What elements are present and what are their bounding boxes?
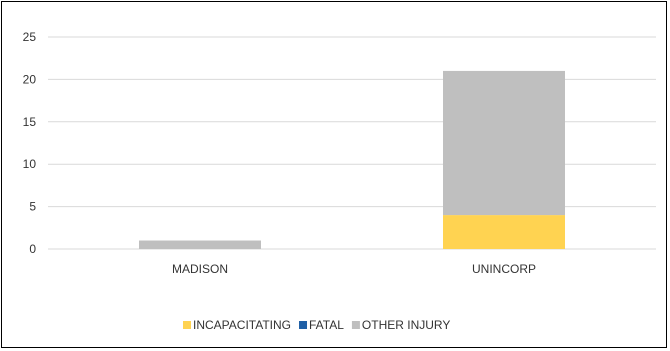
- legend: INCAPACITATING FATAL OTHER INJURY: [183, 318, 450, 332]
- legend-swatch: [299, 321, 308, 329]
- x-axis-category-labels: MADISON UNINCORP: [172, 262, 536, 276]
- bars: [139, 70, 565, 249]
- y-tick-label: 5: [29, 200, 36, 214]
- y-axis-tick-labels: 0 5 10 15 20 25: [23, 30, 37, 256]
- bar-other-injury: [443, 70, 565, 216]
- y-tick-label: 20: [23, 72, 37, 86]
- x-category-label: UNINCORP: [472, 262, 536, 276]
- y-tick-label: 15: [23, 115, 37, 129]
- legend-label: INCAPACITATING: [193, 318, 291, 332]
- legend-label: OTHER INJURY: [362, 318, 450, 332]
- legend-label: FATAL: [309, 318, 344, 332]
- y-tick-label: 0: [29, 242, 36, 256]
- legend-swatch: [183, 321, 191, 329]
- bar-incapacitating: [443, 215, 565, 249]
- y-tick-label: 10: [23, 157, 37, 171]
- legend-swatch: [351, 321, 360, 329]
- x-category-label: MADISON: [172, 262, 228, 276]
- y-tick-label: 25: [23, 30, 37, 44]
- bar-other-injury: [139, 240, 261, 249]
